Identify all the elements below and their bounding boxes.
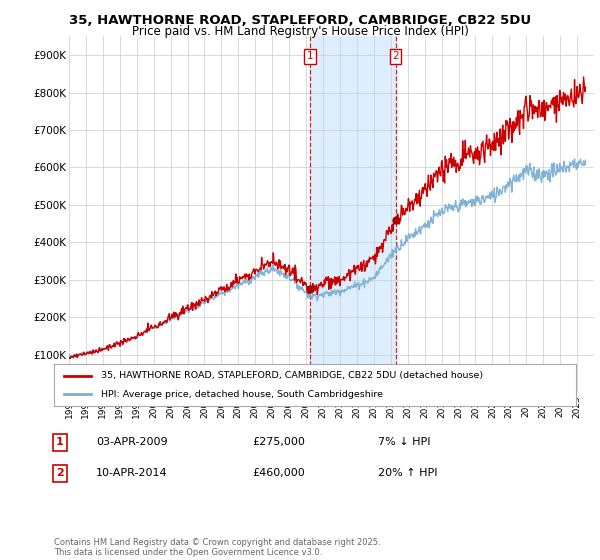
Text: 2: 2 [56, 468, 64, 478]
Text: 1: 1 [307, 52, 314, 62]
Text: 35, HAWTHORNE ROAD, STAPLEFORD, CAMBRIDGE, CB22 5DU (detached house): 35, HAWTHORNE ROAD, STAPLEFORD, CAMBRIDG… [101, 371, 483, 380]
Text: Price paid vs. HM Land Registry's House Price Index (HPI): Price paid vs. HM Land Registry's House … [131, 25, 469, 38]
Text: £275,000: £275,000 [252, 437, 305, 447]
Text: 1: 1 [56, 437, 64, 447]
Text: 10-APR-2014: 10-APR-2014 [96, 468, 167, 478]
Text: 2: 2 [392, 52, 399, 62]
Text: Contains HM Land Registry data © Crown copyright and database right 2025.
This d: Contains HM Land Registry data © Crown c… [54, 538, 380, 557]
Text: 7% ↓ HPI: 7% ↓ HPI [378, 437, 431, 447]
Text: £460,000: £460,000 [252, 468, 305, 478]
Text: 03-APR-2009: 03-APR-2009 [96, 437, 167, 447]
Bar [310, 36, 395, 392]
Text: HPI: Average price, detached house, South Cambridgeshire: HPI: Average price, detached house, Sout… [101, 390, 383, 399]
Text: 20% ↑ HPI: 20% ↑ HPI [378, 468, 437, 478]
Text: 35, HAWTHORNE ROAD, STAPLEFORD, CAMBRIDGE, CB22 5DU: 35, HAWTHORNE ROAD, STAPLEFORD, CAMBRIDG… [69, 14, 531, 27]
